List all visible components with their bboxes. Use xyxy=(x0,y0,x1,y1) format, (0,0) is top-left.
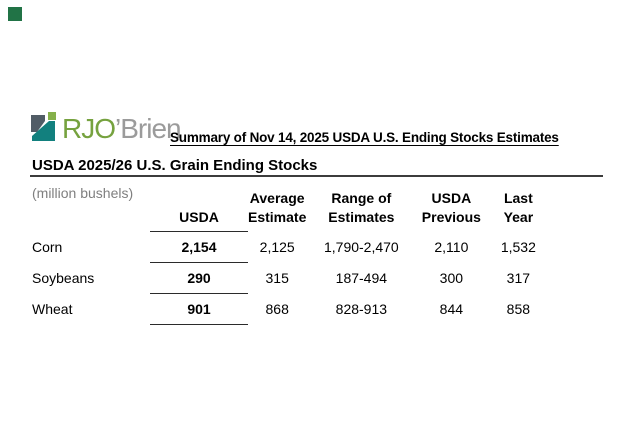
range-of-estimates-cell: 828-913 xyxy=(335,300,388,317)
report-title: Summary of Nov 14, 2025 USDA U.S. Ending… xyxy=(170,130,559,145)
usda-cell: 290 xyxy=(150,262,248,294)
unit-label: (million bushels) xyxy=(32,185,134,201)
ending-stocks-table: (million bushels) USDA Average Estimate … xyxy=(30,182,550,325)
logo-text-secondary: ’Brien xyxy=(115,112,182,144)
column-header-usda-previous: USDA Previous xyxy=(421,190,481,225)
average-estimate-cell: 2,125 xyxy=(259,238,295,255)
commodity-cell: Soybeans xyxy=(32,269,95,286)
column-header-average-estimate: Average Estimate xyxy=(248,190,307,225)
range-of-estimates-cell: 1,790-2,470 xyxy=(323,238,399,255)
average-estimate-cell: 868 xyxy=(265,300,289,317)
green-corner-marker xyxy=(8,7,22,21)
commodity-cell: Corn xyxy=(32,238,63,255)
usda-cell: 2,154 xyxy=(150,231,248,263)
usda-previous-cell: 844 xyxy=(439,300,464,317)
usda-cell: 901 xyxy=(150,293,248,325)
rjobrien-logo: RJO’Brien xyxy=(31,112,182,144)
header-row: (million bushels) USDA Average Estimate … xyxy=(30,182,550,232)
section-heading: USDA 2025/26 U.S. Grain Ending Stocks xyxy=(32,157,318,174)
heading-divider xyxy=(30,175,603,177)
last-year-cell: 317 xyxy=(506,269,531,286)
logo-wordmark: RJO’Brien xyxy=(62,112,182,144)
column-header-usda: USDA xyxy=(150,182,248,232)
table-row-soybeans: Soybeans 290 315 187-494 300 317 xyxy=(30,262,550,294)
commodity-cell: Wheat xyxy=(32,300,73,317)
last-year-cell: 1,532 xyxy=(500,238,536,255)
rjobrien-logo-mark-icon xyxy=(31,112,56,141)
table-row-wheat: Wheat 901 868 828-913 844 858 xyxy=(30,293,550,325)
range-of-estimates-cell: 187-494 xyxy=(335,269,388,286)
last-year-cell: 858 xyxy=(506,300,531,317)
table-row-corn: Corn 2,154 2,125 1,790-2,470 2,110 1,532 xyxy=(30,231,550,263)
column-header-range-of-estimates: Range of Estimates xyxy=(328,190,395,225)
usda-previous-cell: 2,110 xyxy=(434,238,469,255)
usda-previous-cell: 300 xyxy=(439,269,464,286)
column-header-last-year: Last Year xyxy=(503,190,534,225)
average-estimate-cell: 315 xyxy=(265,269,289,286)
logo-text-primary: RJO xyxy=(62,112,116,144)
